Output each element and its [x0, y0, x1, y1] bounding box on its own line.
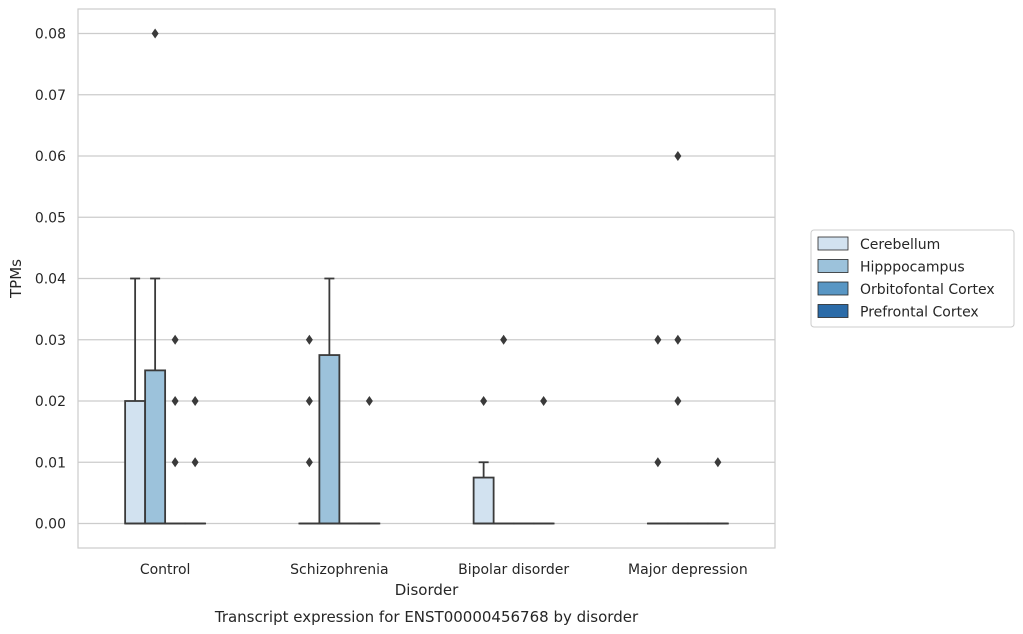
outlier-point: [365, 396, 373, 406]
outlier-point: [171, 396, 179, 406]
chart-caption: Transcript expression for ENST0000045676…: [214, 608, 639, 626]
outlier-point: [191, 457, 199, 468]
legend-frame: [810, 229, 1015, 328]
box-orbitofontal-cortex-control: [164, 334, 187, 525]
y-axis-label: TPMs: [7, 259, 25, 299]
box-cerebellum-schizophrenia: [298, 334, 321, 525]
box-prefrontal-cortex-control: [184, 396, 207, 525]
gridlines: [78, 32, 775, 525]
box-cerebellum-bipolar-disorder: [472, 396, 495, 525]
legend-label: Cerebellum: [860, 237, 940, 253]
outlier-point: [674, 334, 682, 345]
y-tick-label: 0.00: [35, 517, 66, 533]
outlier-point: [305, 334, 313, 345]
outlier-point: [714, 457, 722, 468]
box-prefrontal-cortex-bipolar-disorder: [532, 396, 555, 525]
legend-label: Orbitofontal Cortex: [860, 282, 995, 298]
outlier-point: [654, 334, 662, 345]
y-tick-label: 0.07: [35, 88, 66, 104]
outlier-point: [191, 396, 199, 406]
x-axis-label: Disorder: [395, 581, 459, 599]
outlier-point: [305, 396, 313, 406]
legend-swatch: [817, 259, 849, 273]
x-tick-label: Bipolar disorder: [458, 562, 569, 578]
box-body: [318, 354, 341, 525]
y-tick-label: 0.04: [35, 272, 66, 288]
legend: Cerebellum Hipppocampus Orbitofontal Corte…: [810, 229, 1015, 328]
x-tick-label: Schizophrenia: [290, 562, 388, 578]
box-plot-marks: [124, 28, 729, 525]
y-tick-label: 0.05: [35, 210, 66, 226]
box-hipppocampus-schizophrenia: [318, 277, 341, 525]
outlier-point: [305, 457, 313, 468]
y-tick-label: 0.08: [35, 27, 66, 43]
legend-swatch: [817, 281, 849, 296]
outlier-point: [674, 151, 682, 161]
legend-label: Prefrontal Cortex: [860, 305, 979, 321]
legend-label: Hipppocampus: [860, 260, 965, 276]
y-tick-label: 0.06: [35, 149, 66, 165]
x-tick-label: Control: [140, 562, 191, 578]
box-hipppocampus-control: [144, 28, 167, 525]
box-body: [472, 476, 495, 525]
y-tick-label: 0.01: [35, 455, 66, 471]
box-body: [124, 400, 147, 525]
legend-swatch: [817, 304, 849, 318]
outlier-point: [674, 396, 682, 406]
box-prefrontal-cortex-schizophrenia: [358, 396, 381, 525]
outlier-point: [540, 396, 548, 406]
box-prefrontal-cortex-major-depression: [706, 457, 729, 525]
outlier-point: [480, 396, 488, 406]
y-tick-labels: 0.00 0.01 0.02 0.03 0.04 0.05 0.06 0.07 0.08: [35, 27, 66, 533]
outlier-point: [171, 334, 179, 345]
x-tick-labels: Control Schizophrenia Bipolar disorder Majo…: [140, 562, 748, 578]
box-cerebellum-major-depression: [646, 334, 669, 525]
box-hipppocampus-major-depression: [666, 151, 689, 525]
outlier-point: [151, 28, 159, 39]
x-tick-label: Major depression: [628, 562, 748, 578]
box-cerebellum-control: [124, 277, 147, 525]
box-hipppocampus-bipolar-disorder: [492, 334, 515, 525]
y-tick-label: 0.02: [35, 394, 66, 410]
plot-frame: [77, 8, 776, 549]
outlier-point: [500, 334, 508, 345]
y-tick-label: 0.03: [35, 333, 66, 349]
legend-swatch: [817, 236, 849, 251]
outlier-point: [654, 457, 662, 468]
box-body: [144, 369, 167, 525]
outlier-point: [171, 457, 179, 468]
